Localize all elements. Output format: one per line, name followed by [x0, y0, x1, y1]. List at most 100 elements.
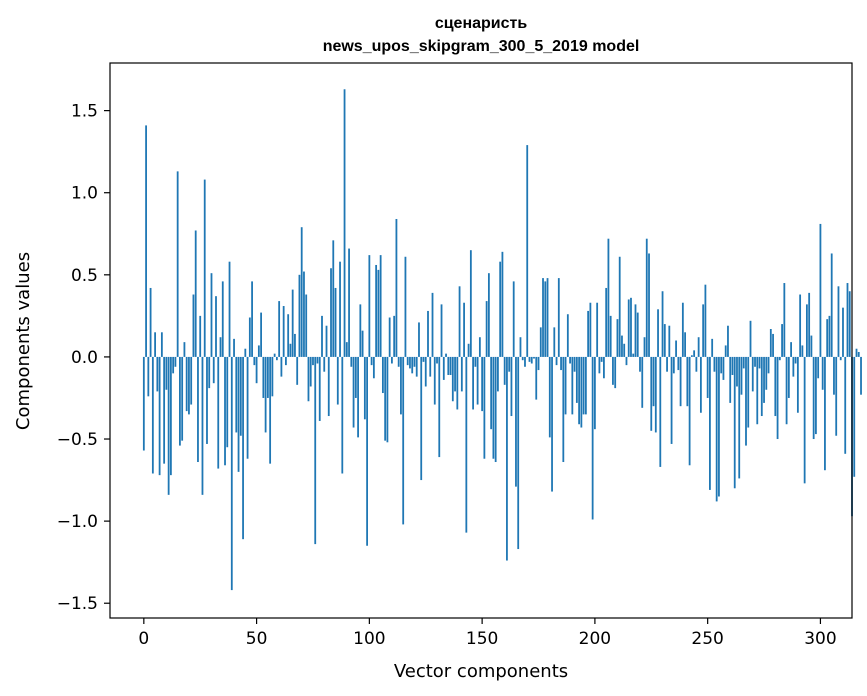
bar	[729, 356, 732, 403]
bar	[300, 227, 303, 357]
bar	[731, 356, 734, 375]
y-tick-label: −1.5	[57, 594, 98, 614]
bar	[605, 287, 608, 357]
bar	[652, 356, 655, 407]
x-tick-label: 150	[466, 629, 498, 649]
bar	[663, 324, 666, 357]
bar	[370, 356, 373, 366]
bar	[612, 356, 614, 385]
bar	[323, 356, 326, 372]
bar	[309, 356, 312, 387]
bar	[765, 356, 768, 390]
bar	[400, 356, 402, 415]
bar	[440, 304, 443, 357]
bar	[391, 356, 393, 364]
bar	[607, 238, 610, 357]
bar	[713, 356, 716, 372]
bar	[494, 356, 497, 463]
bar	[483, 356, 486, 459]
bar	[381, 356, 384, 394]
bar	[839, 356, 842, 361]
bar	[318, 356, 321, 421]
bar	[679, 356, 682, 407]
bar	[271, 356, 274, 397]
bar	[242, 356, 244, 540]
bar	[578, 356, 580, 425]
bar	[828, 315, 831, 357]
bar	[733, 356, 736, 489]
bar	[474, 356, 477, 367]
bar	[826, 319, 829, 357]
bar	[449, 356, 452, 375]
bar	[485, 301, 488, 357]
bar	[842, 307, 844, 357]
bar	[436, 356, 438, 364]
chart-title-line1: сценаристь	[435, 15, 528, 32]
bar	[285, 356, 287, 366]
bar	[163, 356, 166, 464]
bar	[160, 332, 163, 357]
bar	[648, 253, 650, 357]
bar	[307, 356, 310, 402]
bar	[345, 342, 348, 357]
bar	[379, 255, 382, 357]
x-tick-label: 50	[246, 629, 268, 649]
bar	[251, 281, 253, 357]
bar	[533, 356, 535, 359]
bar	[751, 356, 754, 392]
bar	[239, 356, 242, 436]
bar	[539, 327, 542, 357]
bar	[817, 356, 820, 379]
bar	[221, 281, 224, 357]
bar	[760, 356, 763, 417]
bar	[819, 223, 822, 357]
bar	[278, 301, 281, 357]
bar	[551, 356, 553, 492]
bar	[296, 356, 299, 385]
bar	[589, 302, 592, 357]
x-tick-label: 0	[138, 629, 149, 649]
bar	[632, 353, 635, 357]
bar	[591, 356, 594, 520]
bar	[833, 356, 835, 395]
bar	[264, 356, 267, 433]
bar	[706, 356, 709, 398]
bar	[348, 248, 350, 357]
bar	[702, 304, 705, 357]
bar	[659, 356, 662, 467]
bar	[530, 356, 533, 364]
bar	[212, 356, 215, 384]
bar	[188, 356, 190, 415]
bar	[645, 238, 648, 357]
bar	[183, 342, 186, 357]
bar	[593, 356, 596, 430]
bar	[715, 356, 718, 502]
bar	[158, 356, 161, 476]
bar	[334, 287, 337, 357]
bar	[661, 291, 664, 357]
bar	[571, 356, 574, 415]
bar	[763, 356, 765, 403]
bar	[720, 356, 723, 374]
bar	[185, 356, 188, 412]
bar	[690, 355, 693, 357]
bar	[447, 356, 450, 375]
bar	[564, 356, 567, 415]
bar	[179, 356, 181, 446]
y-tick-label: 0.5	[71, 266, 98, 286]
bar	[634, 304, 637, 357]
bar	[857, 351, 860, 357]
bar	[244, 348, 247, 357]
bar	[796, 356, 799, 413]
bar	[749, 320, 752, 357]
y-tick-label: 1.5	[71, 102, 98, 122]
bar	[616, 319, 619, 357]
bar	[654, 356, 657, 433]
bar	[305, 294, 308, 357]
bar	[321, 315, 323, 357]
bar	[246, 356, 249, 459]
bar	[298, 274, 301, 357]
x-axis-label: Vector components	[394, 661, 568, 682]
bar	[352, 356, 355, 428]
bar	[555, 356, 558, 366]
